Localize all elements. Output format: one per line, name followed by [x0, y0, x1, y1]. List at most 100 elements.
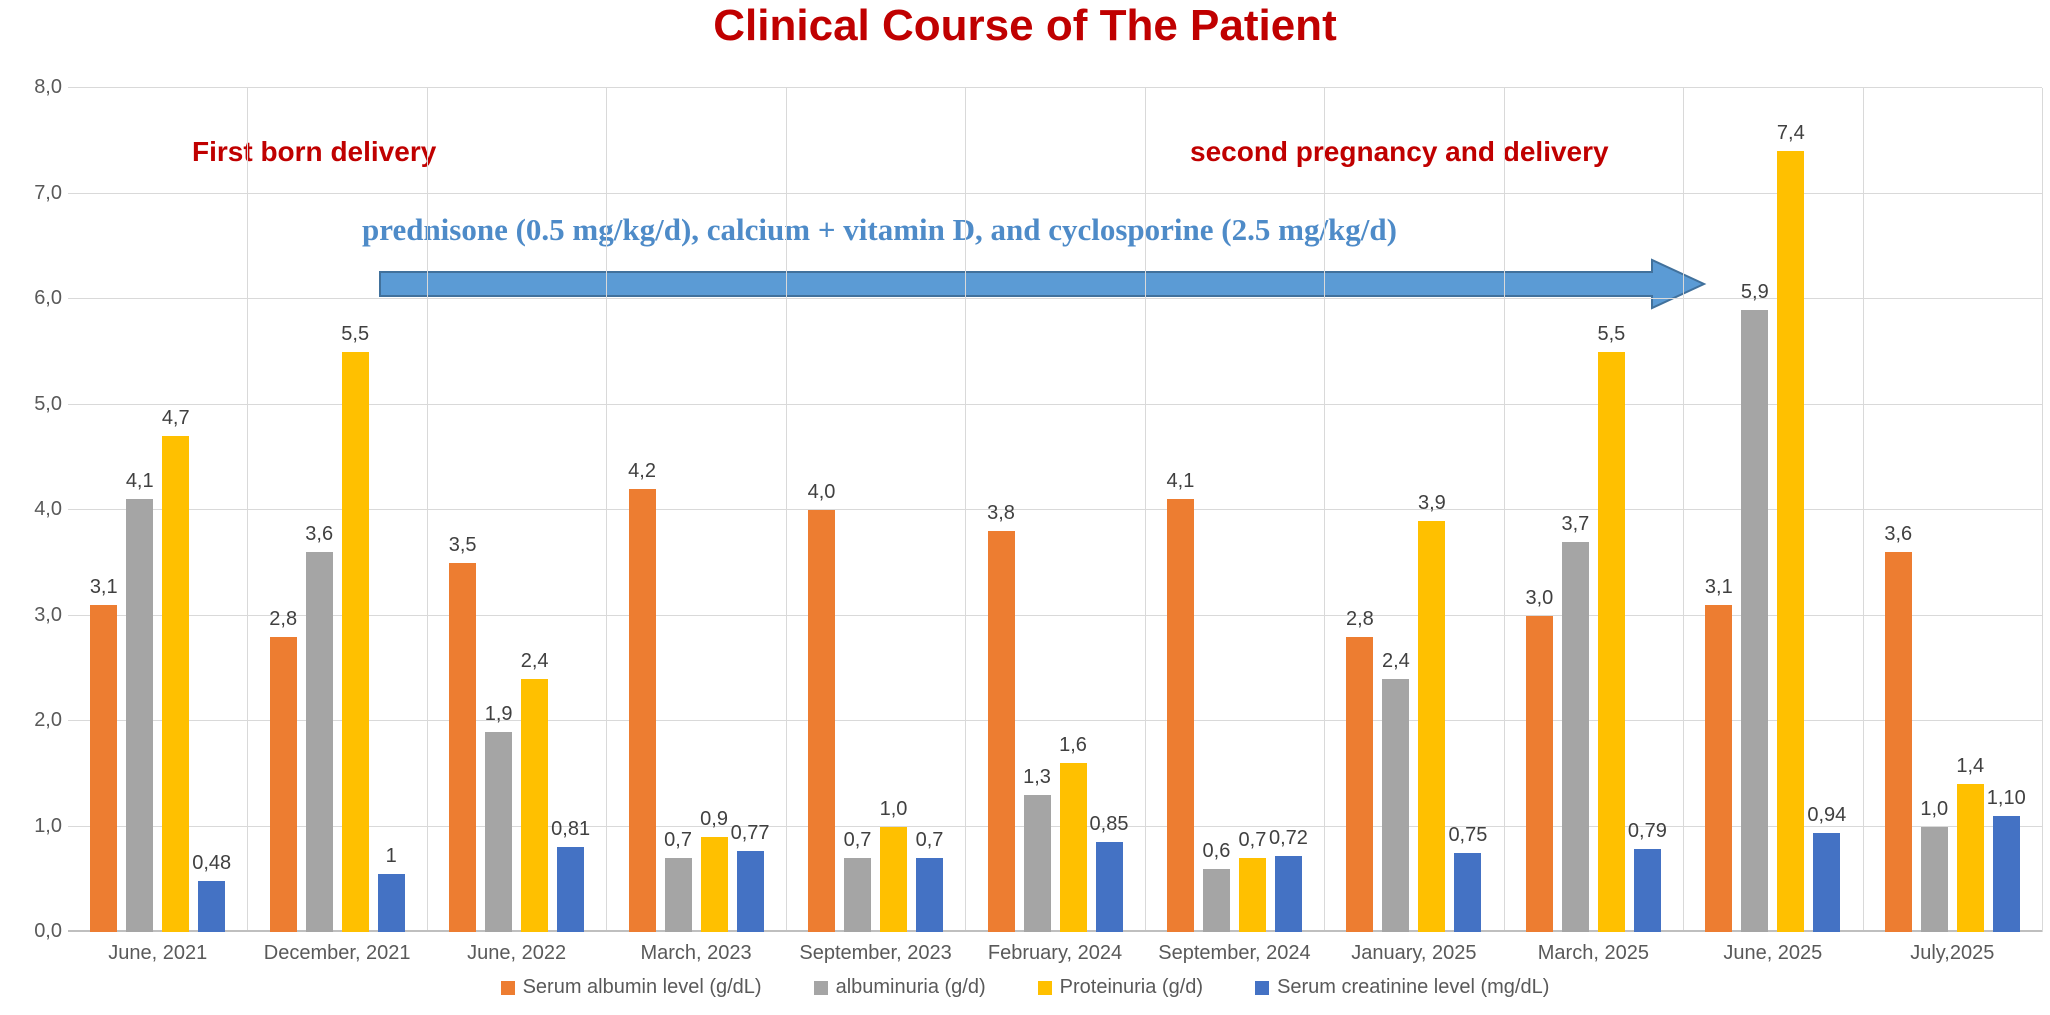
gridline-horizontal [68, 720, 2042, 721]
bar-serum-albumin-level [269, 636, 297, 932]
bar-serum-albumin-level [987, 531, 1015, 932]
gridline-vertical [1144, 88, 1146, 932]
bar-value-label: 4,7 [161, 407, 190, 430]
bar-serum-creatinine-level [198, 881, 226, 932]
gridline-vertical [785, 88, 787, 932]
bar-proteinuria [1059, 763, 1087, 932]
bar-value-label: 3,7 [1561, 512, 1590, 535]
bar-value-label: 4,1 [1166, 470, 1195, 493]
bar-albuminuria [1023, 794, 1051, 932]
legend-item: albuminuria (g/d) [813, 976, 986, 999]
chart-title: Clinical Course of The Patient [713, 1, 1337, 50]
bar-value-label: 2,4 [520, 649, 549, 672]
y-tick-label: 0,0 [34, 920, 62, 942]
gridline-vertical [965, 88, 967, 932]
bar-value-label: 2,8 [1346, 607, 1374, 630]
bar-proteinuria [341, 351, 369, 932]
bar-serum-creatinine-level [736, 850, 764, 932]
bar-serum-creatinine-level [1633, 848, 1661, 932]
bar-serum-creatinine-level [916, 858, 944, 932]
bar-serum-albumin-level [1166, 499, 1194, 932]
bar-proteinuria [1418, 520, 1446, 932]
bar-serum-albumin-level [1884, 552, 1912, 932]
gridline-vertical [1683, 88, 1685, 932]
gridline-horizontal [68, 192, 2042, 194]
bar-value-label: 0,75 [1448, 823, 1488, 846]
bar-value-label: 0,48 [192, 852, 232, 875]
bar-value-label: 0,7 [843, 829, 872, 852]
bar-value-label: 1,10 [1986, 786, 2026, 809]
bar-albuminuria [485, 731, 513, 932]
y-tick-label: 4,0 [34, 498, 62, 520]
category-label: June, 2022 [467, 942, 567, 964]
bar-value-label: 5,5 [341, 322, 370, 345]
annotation-second-pregnancy-delivery: second pregnancy and delivery [1190, 136, 1609, 167]
legend-label: Serum albumin level (g/dL) [522, 976, 762, 998]
gridline-horizontal [68, 298, 2042, 299]
gridline-horizontal [68, 87, 2042, 88]
bar-albuminuria [844, 858, 872, 932]
bar-serum-creatinine-level [1813, 832, 1841, 932]
bar-albuminuria [664, 858, 692, 932]
gridline-vertical [606, 88, 608, 932]
bar-value-label: 1,6 [1059, 734, 1087, 757]
bar-serum-creatinine-level [1454, 852, 1482, 932]
category-label: February, 2024 [987, 942, 1123, 964]
bar-value-label: 1,4 [1956, 755, 1985, 778]
bar-serum-albumin-level [628, 488, 656, 932]
plot-area: 3,1 2,8 3,5 4,2 4,0 3,8 4,1 2,8 3,0 3,1 3,6 4,1 3,6 1… [68, 87, 2043, 932]
legend-swatch-icon [1037, 980, 1052, 995]
bar-value-label: 4,2 [628, 459, 656, 482]
y-tick-label: 1,0 [34, 814, 62, 837]
gridline-horizontal [68, 614, 2042, 616]
legend-label: Proteinuria (g/d) [1059, 976, 1204, 998]
legend: Serum albumin level (g/dL) albuminuria (g… [0, 976, 2050, 999]
bar-serum-albumin-level [90, 604, 118, 932]
bar-value-label: 0,81 [551, 817, 591, 840]
bar-serum-albumin-level [1705, 604, 1733, 932]
bar-value-label: 2,8 [269, 607, 298, 630]
bar-value-label: 4,0 [807, 481, 836, 503]
bar-value-label: 0,72 [1268, 827, 1308, 850]
category-label: December, 2021 [263, 942, 411, 964]
y-tick-label: 7,0 [34, 181, 62, 204]
gridline-horizontal [68, 403, 2042, 405]
bar-serum-albumin-level [449, 562, 477, 932]
bar-proteinuria [162, 436, 190, 932]
legend-swatch-icon [500, 980, 515, 995]
bar-serum-albumin-level [1525, 615, 1553, 932]
bar-serum-creatinine-level [1274, 856, 1302, 932]
bar-serum-creatinine-level [1095, 842, 1123, 932]
bar-proteinuria [1597, 351, 1625, 932]
bar-proteinuria [1777, 151, 1805, 932]
bar-value-label: 4,1 [125, 470, 154, 493]
bar-value-label: 1,0 [879, 797, 908, 820]
gridline-vertical [1503, 88, 1505, 932]
category-label: March, 2025 [1537, 942, 1649, 964]
bar-proteinuria [700, 837, 728, 932]
bar-albuminuria [1741, 309, 1769, 932]
bar-value-label: 1 [385, 844, 397, 867]
bar-value-label: 1,9 [484, 702, 513, 725]
gridline-vertical [426, 88, 428, 932]
bar-value-label: 3,1 [89, 575, 118, 598]
annotation-first-born-delivery: First born delivery [192, 136, 437, 167]
bar-value-label: 5,5 [1597, 322, 1626, 345]
y-tick-label: 8,0 [34, 76, 62, 98]
bar-value-label: 0,6 [1202, 839, 1231, 862]
bar-albuminuria [126, 499, 154, 932]
legend-item: Serum creatinine level (mg/dL) [1255, 976, 1549, 999]
bar-value-label: 3,0 [1525, 586, 1554, 609]
treatment-arrow-icon [379, 258, 1707, 310]
gridline-vertical [1324, 88, 1326, 932]
bar-albuminuria [1202, 868, 1230, 932]
y-tick-label: 5,0 [34, 392, 62, 415]
bar-value-label: 3,6 [305, 523, 334, 546]
y-tick-label: 6,0 [34, 287, 62, 309]
bar-serum-creatinine-level [1992, 815, 2020, 932]
bar-albuminuria [1382, 678, 1410, 932]
gridline-horizontal [68, 825, 2042, 827]
bar-value-label: 3,8 [987, 502, 1015, 525]
bar-value-label: 0,77 [730, 821, 770, 844]
bar-value-label: 3,9 [1418, 491, 1446, 514]
